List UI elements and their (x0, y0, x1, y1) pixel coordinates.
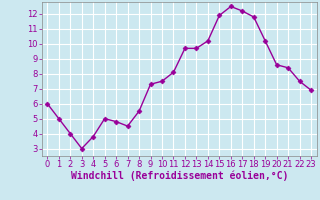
X-axis label: Windchill (Refroidissement éolien,°C): Windchill (Refroidissement éolien,°C) (70, 171, 288, 181)
